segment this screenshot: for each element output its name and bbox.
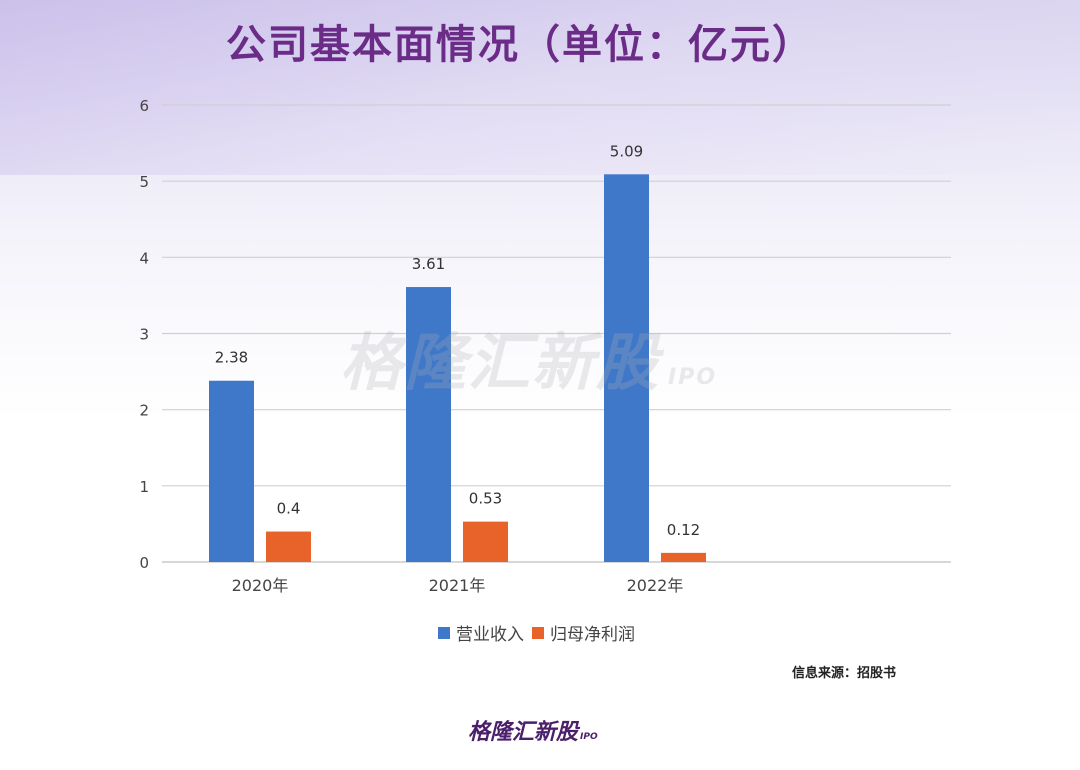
legend-label-net-profit: 归母净利润 bbox=[550, 625, 635, 645]
watermark: 格隆汇新股 IPO bbox=[340, 312, 717, 402]
legend-swatch-net-profit bbox=[532, 626, 544, 639]
y-tick-label: 6 bbox=[139, 97, 149, 115]
bar-net-profit bbox=[661, 552, 706, 562]
watermark-text: 格隆汇新股 bbox=[340, 326, 661, 399]
bar-revenue bbox=[406, 287, 451, 562]
y-tick-label: 1 bbox=[139, 478, 149, 496]
bar-net-profit bbox=[463, 521, 508, 562]
legend-label-revenue: 营业收入 bbox=[456, 625, 524, 645]
data-label-net-profit: 0.4 bbox=[277, 500, 301, 518]
legend-item-net-profit: 归母净利润 bbox=[532, 620, 635, 645]
logo-text: 格隆汇新股 bbox=[468, 720, 579, 745]
watermark-suffix: IPO bbox=[668, 365, 718, 390]
data-label-revenue: 2.38 bbox=[215, 349, 248, 367]
y-tick-label: 2 bbox=[139, 402, 149, 420]
y-tick-label: 4 bbox=[139, 249, 149, 267]
bar-revenue bbox=[209, 380, 254, 562]
data-label-revenue: 5.09 bbox=[610, 142, 643, 160]
bar-net-profit bbox=[266, 531, 311, 562]
source-note: 信息来源：招股书 bbox=[792, 666, 897, 681]
y-tick-label: 5 bbox=[139, 173, 149, 191]
data-label-net-profit: 0.53 bbox=[469, 490, 502, 508]
bar-revenue bbox=[604, 174, 649, 563]
y-tick-label: 3 bbox=[139, 326, 149, 344]
legend-swatch-revenue bbox=[438, 626, 450, 639]
data-label-revenue: 3.61 bbox=[412, 255, 445, 273]
y-tick-label: 0 bbox=[139, 554, 149, 572]
x-tick-label: 2021年 bbox=[429, 576, 486, 595]
x-tick-label: 2022年 bbox=[627, 576, 684, 595]
logo-suffix: IPO bbox=[580, 732, 598, 742]
data-label-net-profit: 0.12 bbox=[667, 521, 700, 539]
chart-title: 公司基本面情况（单位：亿元） bbox=[226, 21, 814, 68]
legend-item-revenue: 营业收入 bbox=[438, 620, 524, 645]
chart-legend: 营业收入 归母净利润 bbox=[438, 620, 635, 645]
x-tick-label: 2020年 bbox=[232, 576, 289, 595]
brand-logo: 格隆汇新股 IPO bbox=[468, 714, 598, 746]
